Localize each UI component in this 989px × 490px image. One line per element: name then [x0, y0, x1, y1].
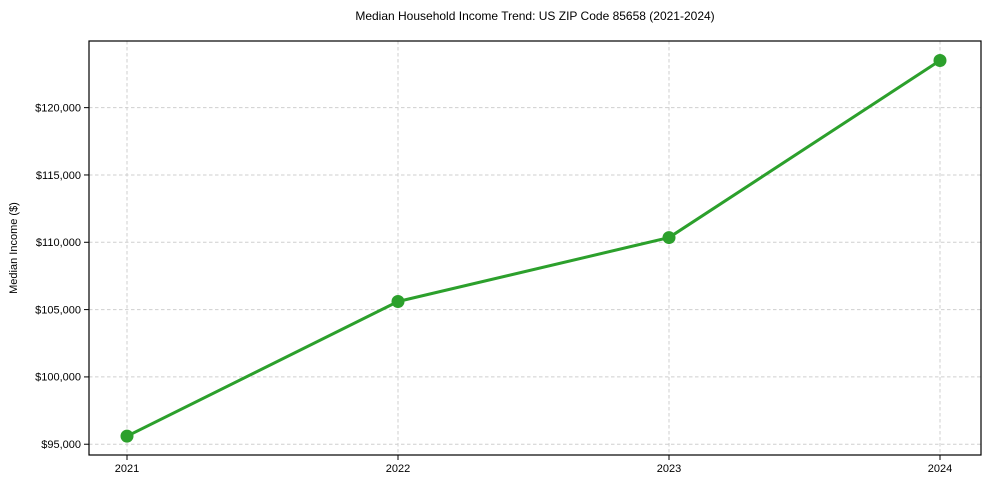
- y-tick-label: $95,000: [41, 439, 81, 451]
- x-tick-label: 2022: [386, 463, 410, 475]
- trend-line: [125, 59, 942, 438]
- y-tick-label: $105,000: [35, 304, 81, 316]
- y-tick-label: $115,000: [36, 170, 81, 182]
- data-point: [933, 54, 947, 68]
- data-point: [662, 231, 676, 245]
- data-point: [120, 429, 134, 443]
- y-tick-label: $100,000: [35, 372, 81, 384]
- data-point: [391, 295, 405, 309]
- x-tick-label: 2021: [115, 463, 139, 475]
- y-tick-label: $120,000: [35, 102, 81, 114]
- plot-border: [88, 40, 982, 456]
- x-tick-label: 2024: [928, 463, 952, 475]
- chart-title: Median Household Income Trend: US ZIP Co…: [355, 9, 715, 23]
- x-tick-label: 2023: [657, 463, 681, 475]
- y-tick-label: $110,000: [36, 237, 81, 249]
